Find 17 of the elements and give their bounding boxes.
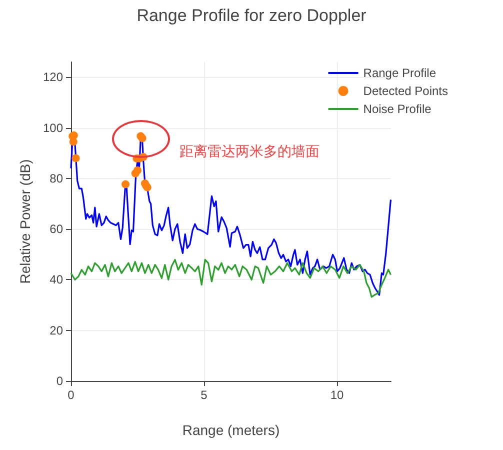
x-axis-title: Range (meters)	[182, 422, 280, 438]
y-axis-title: Relative Power (dB)	[17, 159, 34, 284]
y-tick-label: 0	[56, 374, 64, 388]
legend-label: Range Profile	[363, 66, 436, 80]
x-tick-label: 10	[330, 388, 344, 402]
legend-label: Detected Points	[363, 84, 448, 98]
y-tick-label: 20	[50, 323, 64, 338]
y-tick-label: 120	[42, 70, 64, 84]
chart-title: Range Profile for zero Doppler	[136, 6, 367, 25]
legend-label: Noise Profile	[363, 102, 432, 116]
x-tick-label: 0	[68, 388, 75, 402]
y-tick-label: 60	[50, 222, 64, 236]
x-tick-label: 5	[200, 388, 208, 402]
y-tick-label: 100	[42, 120, 64, 135]
y-tick-label: 40	[50, 272, 64, 287]
annotation: 距离雷达两米多的墙面	[179, 142, 320, 159]
y-tick-label: 80	[50, 171, 64, 186]
